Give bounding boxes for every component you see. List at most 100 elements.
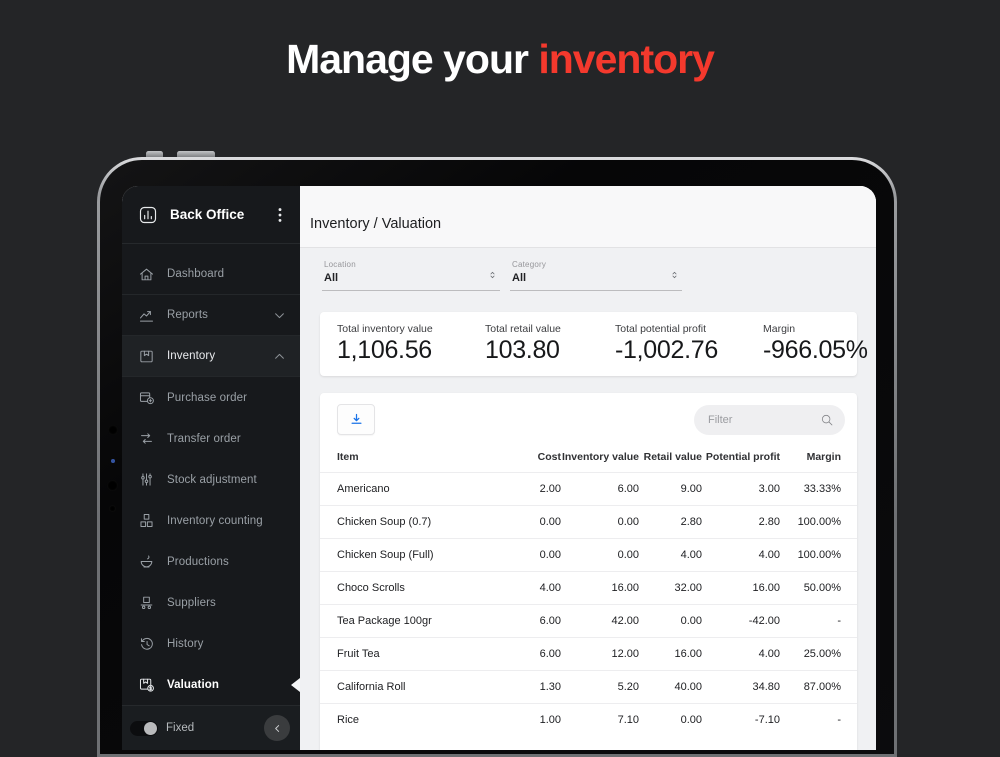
export-button[interactable] [337, 404, 375, 435]
chevron-up-icon [271, 348, 288, 365]
stat-label: Total potential profit [615, 323, 707, 335]
table-cell: 6.00 [477, 637, 561, 671]
category-dropdown[interactable]: Category All [510, 260, 682, 291]
dropdown-value: All [512, 272, 527, 284]
sidebar-item-productions[interactable]: Productions [122, 541, 300, 582]
column-header-margin: Margin [806, 451, 841, 463]
table-cell: 9.00 [639, 472, 702, 506]
table-row[interactable]: Fruit Tea 6.00 12.00 16.00 4.00 25.00% [320, 637, 857, 671]
sidebar-item-valuation[interactable]: Valuation [122, 664, 300, 705]
dropdown-label: Location [324, 260, 356, 269]
stat-value: -1,002.76 [615, 336, 718, 364]
sidebar-item-transfer-order[interactable]: Transfer order [122, 418, 300, 459]
table-cell: 0.00 [477, 538, 561, 572]
table-cell: 2.00 [477, 472, 561, 506]
table-cell: 50.00% [780, 571, 857, 605]
stat-label: Total retail value [485, 323, 561, 335]
sidebar-footer: Fixed [122, 705, 300, 750]
sidebar-item-label: Stock adjustment [167, 473, 257, 486]
table-cell: Fruit Tea [320, 637, 477, 671]
sidebar-item-inventory[interactable]: Inventory [122, 336, 300, 377]
dropdown-label: Category [512, 260, 547, 269]
inventory-icon [138, 348, 155, 365]
sidebar: Back Office Dashboard Reports Inventory Pur… [122, 186, 300, 750]
table-row[interactable]: Chicken Soup (0.7) 0.00 0.00 2.80 2.80 100.00… [320, 505, 857, 539]
table-body: Americano 2.00 6.00 9.00 3.00 33.33% Chicken S… [320, 472, 857, 736]
chevron-left-icon [272, 723, 283, 734]
stat-label: Total inventory value [337, 323, 433, 335]
fixed-toggle[interactable] [130, 720, 158, 736]
sidebar-item-history[interactable]: History [122, 623, 300, 664]
table-cell: 1.00 [477, 703, 561, 736]
table-cell: 100.00% [780, 538, 857, 572]
table-cell: 1.30 [477, 670, 561, 704]
table-row[interactable]: California Roll 1.30 5.20 40.00 34.80 87.00% [320, 670, 857, 704]
title-accent: inventory [538, 36, 715, 82]
sidebar-item-inventory-counting[interactable]: Inventory counting [122, 500, 300, 541]
table-header-row: Item Cost Inventory value Retail value Poten… [320, 445, 857, 473]
table-row[interactable]: Tea Package 100gr 6.00 42.00 0.00 -42.00- [320, 604, 857, 638]
table-cell: 16.00 [561, 571, 639, 605]
table-cell: 87.00% [780, 670, 857, 704]
purchase-order-icon [138, 389, 155, 406]
tablet-frame: Back Office Dashboard Reports Inventory Pur… [97, 157, 897, 757]
stat-total-retail-value: Total retail value 103.80 [485, 323, 615, 376]
kebab-icon[interactable] [270, 205, 290, 225]
app-title: Back Office [170, 207, 245, 222]
table-cell: -7.10 [702, 703, 780, 736]
column-header-retail-value: Retail value [643, 451, 702, 463]
location-dropdown[interactable]: Location All [322, 260, 500, 291]
fixed-toggle-label: Fixed [166, 722, 195, 734]
bezel-camera-dot [107, 480, 118, 491]
sidebar-item-suppliers[interactable]: Suppliers [122, 582, 300, 623]
sidebar-item-label: Dashboard [167, 268, 225, 280]
stat-label: Margin [763, 323, 796, 335]
sidebar-item-label: History [167, 637, 204, 650]
table-row[interactable]: Rice 1.00 7.10 0.00 -7.10- [320, 703, 857, 736]
collapse-sidebar-button[interactable] [264, 715, 290, 741]
table-cell: 33.33% [780, 472, 857, 506]
table-cell: 0.00 [561, 505, 639, 539]
table-row[interactable]: Choco Scrolls 4.00 16.00 32.00 16.00 50.00% [320, 571, 857, 605]
home-icon [138, 266, 155, 283]
table-cell: 2.80 [702, 505, 780, 539]
tablet-bezel: Back Office Dashboard Reports Inventory Pur… [100, 160, 894, 754]
table-cell: 40.00 [639, 670, 702, 704]
productions-icon [138, 553, 155, 570]
sidebar-nav: Dashboard Reports Inventory Purchase order T… [122, 244, 300, 705]
table-cell: 3.00 [702, 472, 780, 506]
table-cell: 5.20 [561, 670, 639, 704]
table-cell: 25.00% [780, 637, 857, 671]
stat-total-inventory-value: Total inventory value 1,106.56 [337, 323, 485, 376]
table-cell: 0.00 [477, 505, 561, 539]
table-cell: Chicken Soup (0.7) [320, 505, 477, 539]
sidebar-item-stock-adjustment[interactable]: Stock adjustment [122, 459, 300, 500]
table-cell: 6.00 [477, 604, 561, 638]
sidebar-item-label: Valuation [167, 678, 220, 691]
sidebar-item-purchase-order[interactable]: Purchase order [122, 377, 300, 418]
table-cell: - [780, 703, 857, 736]
sidebar-item-dashboard[interactable]: Dashboard [122, 254, 300, 295]
table-filter [694, 404, 845, 435]
stat-value: 103.80 [485, 336, 560, 364]
sidebar-item-reports[interactable]: Reports [122, 295, 300, 336]
chevron-down-icon [271, 307, 288, 324]
dropdown-value: All [324, 272, 339, 284]
table-cell: -42.00 [702, 604, 780, 638]
valuation-table: Item Cost Inventory value Retail value Poten… [320, 445, 857, 736]
table-cell: 32.00 [639, 571, 702, 605]
inventory-counting-icon [138, 512, 155, 529]
filter-input[interactable] [694, 404, 845, 435]
table-cell: 4.00 [702, 538, 780, 572]
filters-row: Location All Category All [300, 248, 876, 291]
title-prefix: Manage your [286, 36, 529, 82]
suppliers-icon [138, 594, 155, 611]
sidebar-item-label: Inventory [167, 350, 216, 362]
table-row[interactable]: Americano 2.00 6.00 9.00 3.00 33.33% [320, 472, 857, 506]
table-cell: 100.00% [780, 505, 857, 539]
table-cell: Rice [320, 703, 477, 736]
table-row[interactable]: Chicken Soup (Full) 0.00 0.00 4.00 4.00 100.0… [320, 538, 857, 572]
table-cell: 4.00 [639, 538, 702, 572]
sidebar-item-label: Productions [167, 555, 229, 568]
